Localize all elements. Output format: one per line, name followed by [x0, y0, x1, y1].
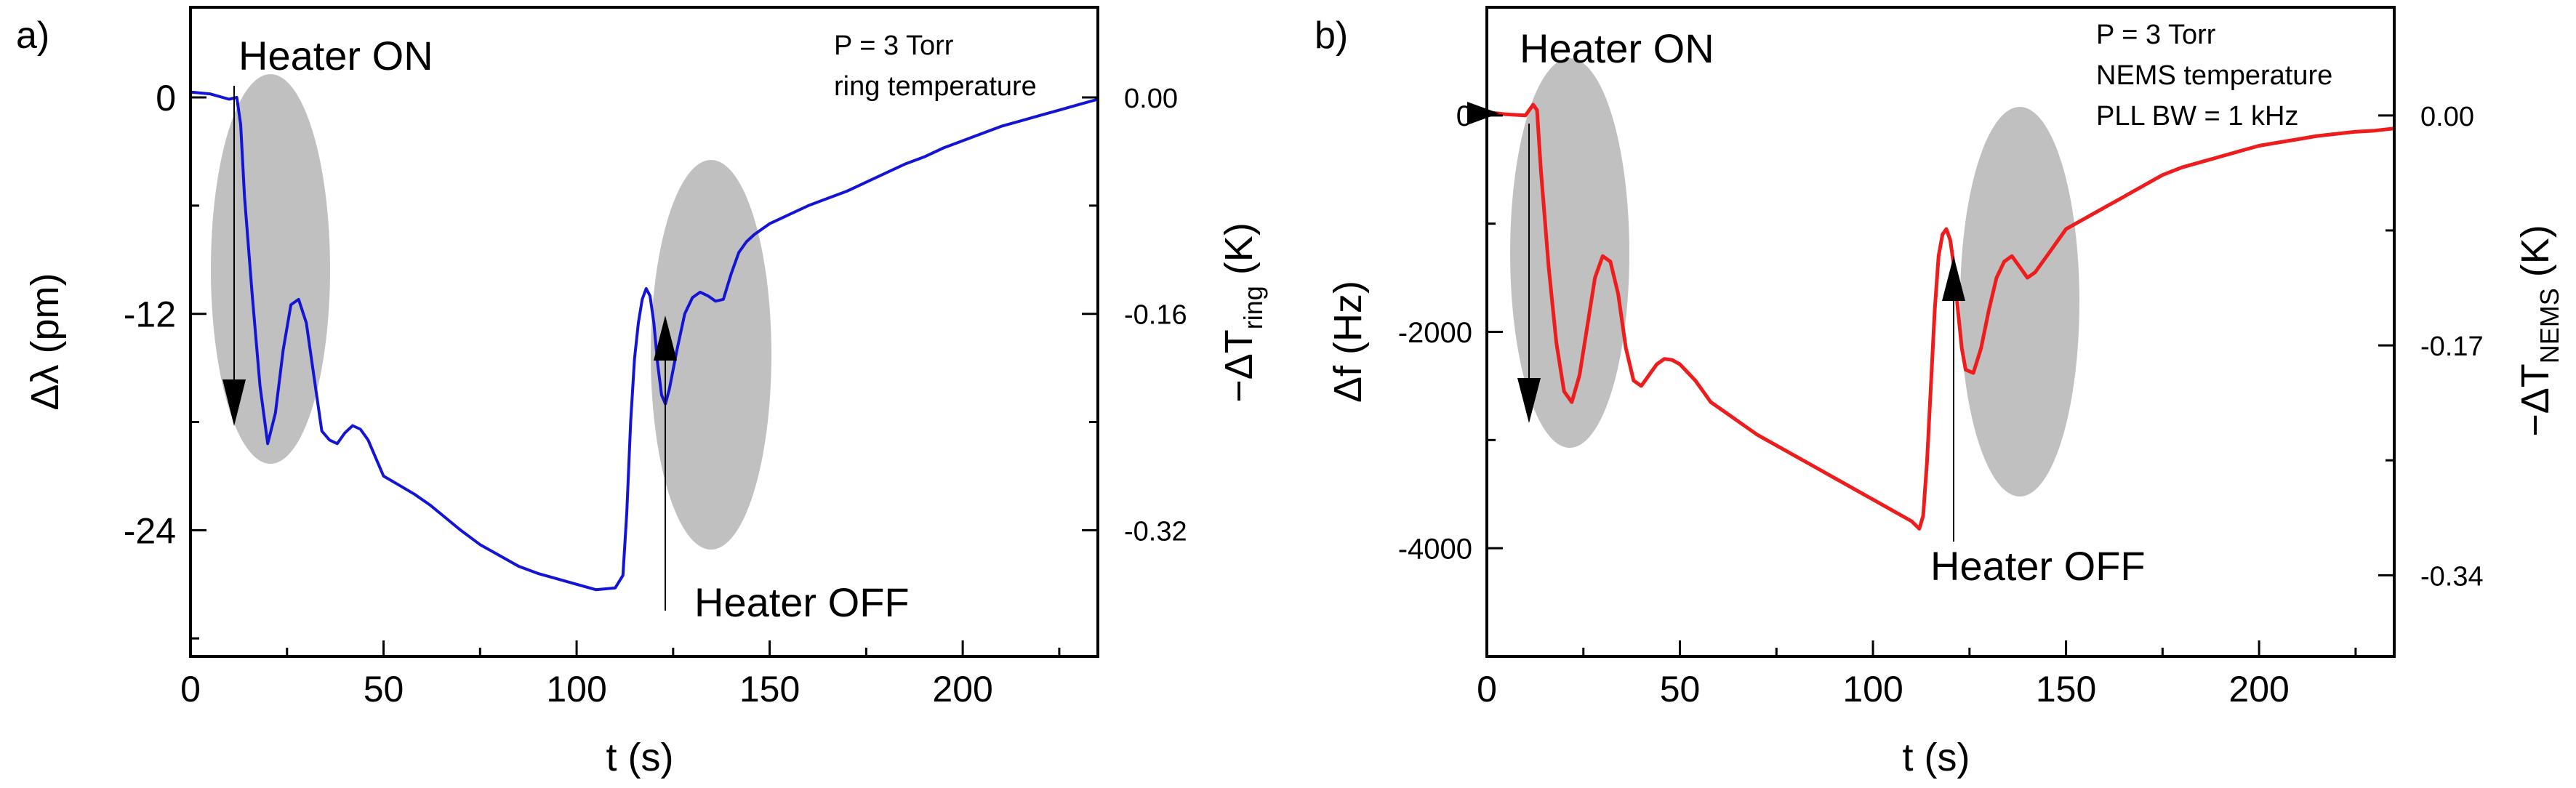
y2-tick-label: -0.17: [2420, 331, 2484, 362]
y2-axis-label-a: −ΔTring (K): [1217, 222, 1268, 403]
x-axis-label-a: t (s): [606, 736, 674, 779]
x-tick-label: 200: [2228, 669, 2289, 709]
y-tick-label: -24: [124, 510, 176, 551]
heater-off-label-b: Heater OFF: [1930, 543, 2146, 589]
x-tick-label: 50: [1660, 669, 1701, 709]
y2-tick-label: -0.32: [1124, 516, 1187, 547]
x-tick-label: 100: [546, 669, 606, 709]
heater-on-arrow-head-a: [222, 379, 246, 426]
heater-off-arrow-head-b: [1942, 256, 1965, 301]
heater-on-arrow-head-b: [1517, 378, 1541, 423]
panel-a-label: a): [16, 15, 49, 57]
x-tick-label: 50: [364, 669, 404, 709]
pressure-label-a: P = 3 Torr: [834, 31, 954, 61]
zero-marker-arrow-b: [1467, 102, 1499, 125]
measurement-label-a: ring temperature: [834, 71, 1037, 102]
x-tick-label: 200: [932, 669, 992, 709]
y-tick-label: 0: [156, 78, 176, 118]
plot-frame-a: [189, 6, 1099, 658]
y-tick-label: -2000: [1398, 317, 1472, 349]
y2-axis-label-b: −ΔTNEMS (K): [2513, 225, 2564, 437]
x-tick-label: 150: [2036, 669, 2096, 709]
heater-on-highlight-a: [211, 74, 330, 464]
bandwidth-label-b: PLL BW = 1 kHz: [2096, 101, 2298, 132]
y-tick-label: -4000: [1398, 534, 1472, 566]
heater-off-label-a: Heater OFF: [694, 579, 910, 625]
y-tick-label: 0: [1456, 100, 1472, 132]
x-tick-label: 0: [180, 669, 201, 709]
y2-tick-label: 0.00: [1124, 84, 1178, 114]
y-tick-label: -12: [124, 294, 176, 335]
y-axis-label-b: Δf (Hz): [1326, 281, 1370, 403]
y2-tick-label: 0.00: [2420, 102, 2474, 132]
x-axis-label-b: t (s): [1903, 736, 1970, 779]
heater-on-label-a: Heater ON: [238, 33, 433, 79]
panel-b: b) Heater ON Heater OFF P = 3 Torr NEMS …: [1315, 6, 2564, 779]
y2-tick-label: -0.16: [1124, 300, 1187, 331]
heater-on-label-b: Heater ON: [1520, 25, 1714, 71]
heater-off-highlight-a: [651, 160, 771, 550]
nems-series-line: [1486, 102, 2395, 531]
heater-off-highlight-b: [1960, 107, 2079, 496]
panel-b-label: b): [1315, 15, 1348, 57]
measurement-label-b: NEMS temperature: [2096, 60, 2332, 91]
panel-a: a) Heater ON Heater OFF P = 3 Torr ring …: [16, 6, 1268, 779]
x-tick-label: 100: [1842, 669, 1903, 709]
x-tick-label: 0: [1477, 669, 1497, 709]
axis-ticks-b: 0 50 100 150 200 0 -2000 -4000 0.00 -0.17 -0.34: [1398, 6, 2484, 709]
y2-tick-label: -0.34: [2420, 561, 2484, 592]
axis-ticks-a: 0 50 100 150 200 0 -12 -24 0.00 -0.16 -0.32: [124, 78, 1187, 709]
x-tick-label: 150: [739, 669, 800, 709]
y-axis-label-a: Δλ (pm): [23, 273, 67, 410]
pressure-label-b: P = 3 Torr: [2096, 20, 2216, 50]
ring-series-line: [190, 90, 1099, 592]
heater-off-arrow-head-a: [654, 315, 677, 361]
